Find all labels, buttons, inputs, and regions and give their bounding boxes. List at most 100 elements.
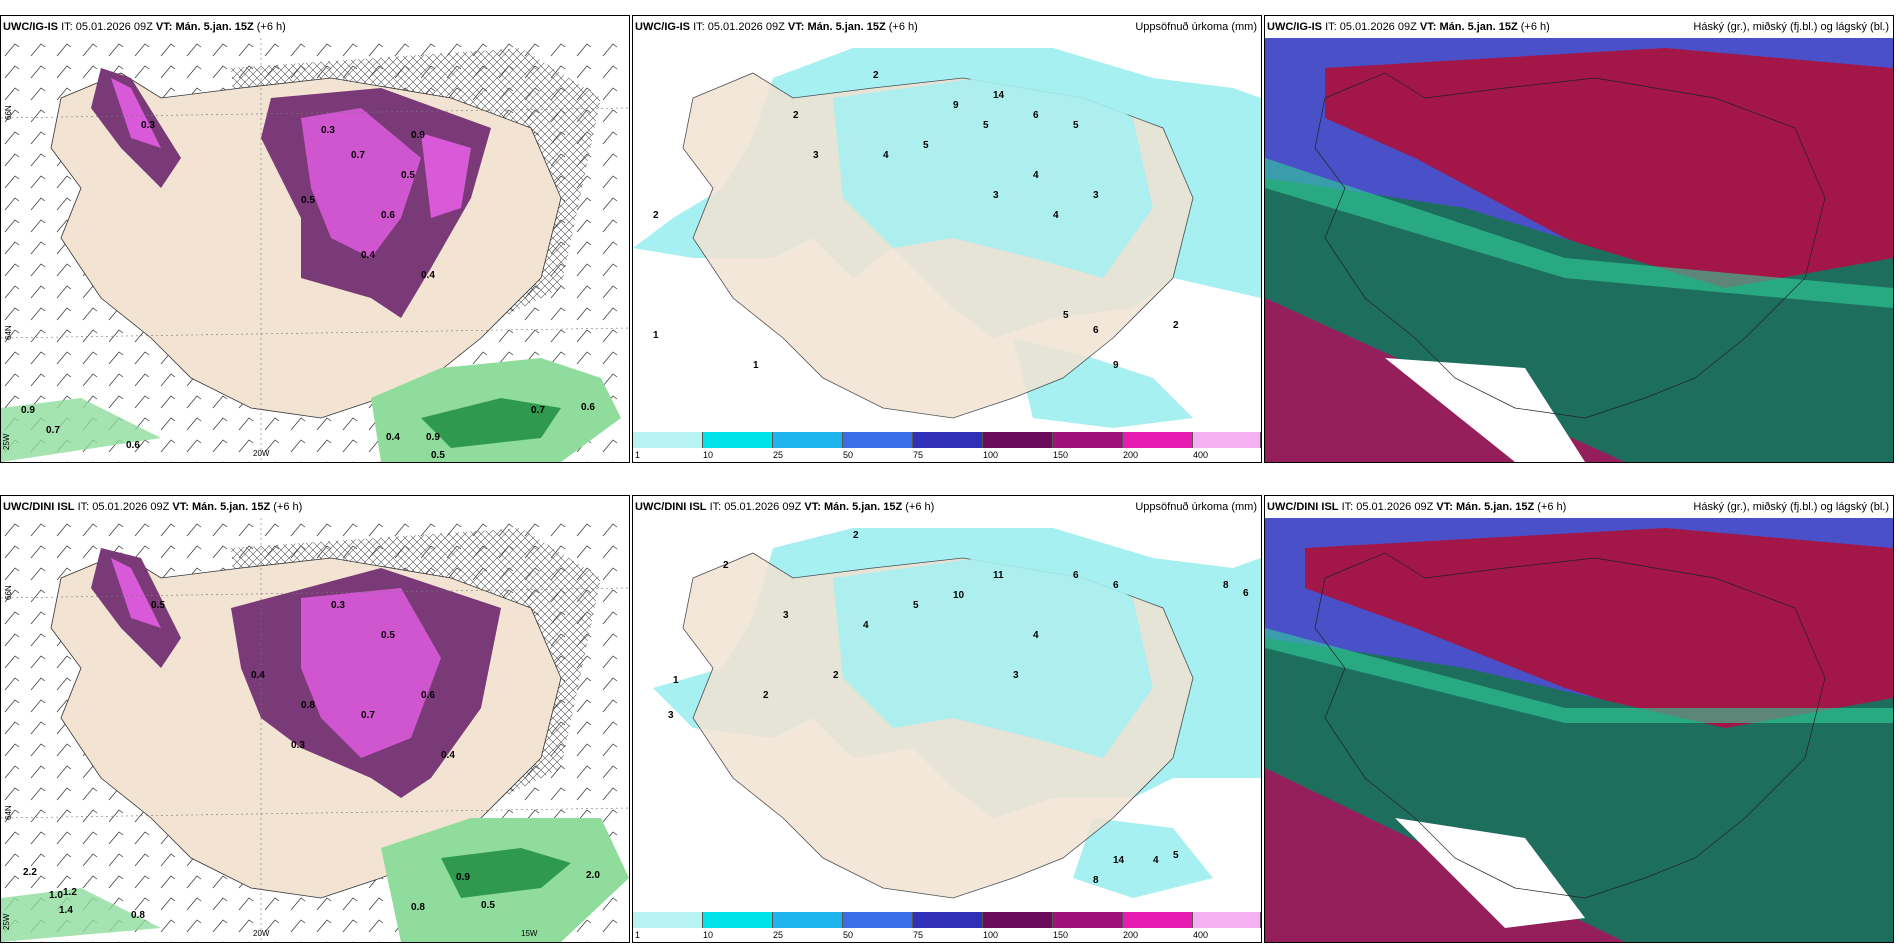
svg-text:5: 5 (983, 120, 989, 131)
svg-text:1: 1 (673, 675, 679, 686)
svg-text:11: 11 (993, 570, 1004, 581)
svg-text:64N: 64N (4, 805, 13, 820)
svg-text:1: 1 (753, 360, 759, 371)
svg-text:2.0: 2.0 (586, 870, 600, 881)
svg-text:1.0: 1.0 (49, 890, 63, 901)
lead-time: (+6 h) (1520, 21, 1550, 33)
svg-text:0.8: 0.8 (301, 700, 315, 711)
svg-text:4: 4 (1033, 170, 1039, 181)
svg-text:4: 4 (883, 150, 889, 161)
panel-precip-igis: UWC/IG-IS IT: 05.01.2026 09Z VT: Mán. 5.… (632, 15, 1262, 463)
svg-text:0.4: 0.4 (386, 432, 400, 443)
svg-text:6: 6 (1073, 570, 1079, 581)
svg-text:0.5: 0.5 (151, 600, 165, 611)
svg-text:3: 3 (1013, 670, 1019, 681)
svg-text:0.6: 0.6 (581, 402, 595, 413)
valid-time: Mán. 5.jan. 15Z (1439, 21, 1518, 33)
svg-text:4: 4 (1053, 210, 1059, 221)
svg-text:0.3: 0.3 (321, 125, 335, 136)
svg-text:0.4: 0.4 (361, 250, 375, 261)
model-name: UWC/IG-IS (3, 21, 58, 33)
panel-header: UWC/DINI ISL IT: 05.01.2026 09Z VT: Mán.… (1, 496, 629, 518)
panel-title: Uppsöfnuð úrkoma (mm) (1135, 501, 1257, 513)
init-time: 05.01.2026 09Z (75, 21, 153, 33)
valid-time: Mán. 5.jan. 15Z (1455, 501, 1535, 513)
svg-text:64N: 64N (4, 325, 13, 340)
svg-text:0.7: 0.7 (46, 425, 60, 436)
svg-text:0.4: 0.4 (441, 750, 455, 761)
svg-text:2: 2 (853, 530, 859, 541)
model-name: UWC/DINI ISL (3, 501, 75, 513)
valid-time: Mán. 5.jan. 15Z (175, 21, 254, 33)
panel-header: UWC/IG-IS IT: 05.01.2026 09Z VT: Mán. 5.… (633, 16, 1261, 38)
svg-text:0.4: 0.4 (421, 270, 435, 281)
svg-text:20W: 20W (253, 449, 270, 458)
precip-map: 2 2 3 4 5 5 9 14 6 5 4 3 3 4 2 1 1 2 6 5… (633, 48, 1261, 428)
svg-text:4: 4 (1033, 630, 1039, 641)
precip-map: 2 2 3 4 5 10 11 6 4 3 2 2 1 3 6 8 6 14 4… (653, 528, 1261, 899)
svg-text:3: 3 (783, 610, 789, 621)
svg-text:15W: 15W (521, 929, 538, 938)
valid-time: Mán. 5.jan. 15Z (807, 21, 886, 33)
model-name: UWC/IG-IS (1267, 21, 1322, 33)
svg-text:2.2: 2.2 (23, 867, 37, 878)
svg-text:2: 2 (763, 690, 769, 701)
cloud-map (1265, 518, 1893, 942)
svg-text:0.7: 0.7 (351, 150, 365, 161)
panel-header: UWC/DINI ISL IT: 05.01.2026 09Z VT: Mán.… (633, 496, 1261, 518)
svg-text:0.9: 0.9 (411, 130, 425, 141)
svg-text:6: 6 (1093, 325, 1099, 336)
svg-text:66N: 66N (4, 585, 13, 600)
model-name: UWC/DINI ISL (635, 501, 707, 513)
lead-time: (+6 h) (256, 21, 286, 33)
svg-text:2: 2 (873, 70, 879, 81)
svg-text:0.6: 0.6 (421, 690, 435, 701)
panel-snow-igis: UWC/IG-IS IT: 05.01.2026 09Z VT: Mán. 5.… (0, 15, 630, 463)
panel-clouds-dini: UWC/DINI ISL IT: 05.01.2026 09Z VT: Mán.… (1264, 495, 1894, 943)
svg-text:0.9: 0.9 (456, 872, 470, 883)
svg-text:0.5: 0.5 (301, 195, 315, 206)
init-time: 05.01.2026 09Z (1339, 21, 1417, 33)
svg-text:0.3: 0.3 (141, 120, 155, 131)
svg-text:2: 2 (723, 560, 729, 571)
svg-text:0.3: 0.3 (291, 740, 305, 751)
svg-text:0.4: 0.4 (251, 670, 265, 681)
svg-text:25W: 25W (2, 913, 11, 930)
model-name: UWC/IG-IS (635, 21, 690, 33)
panel-header: UWC/IG-IS IT: 05.01.2026 09Z VT: Mán. 5.… (1, 16, 629, 38)
svg-text:5: 5 (1173, 850, 1179, 861)
svg-text:3: 3 (993, 190, 999, 201)
svg-text:2: 2 (1173, 320, 1179, 331)
panel-header: UWC/IG-IS IT: 05.01.2026 09Z VT: Mán. 5.… (1265, 16, 1893, 38)
svg-text:0.6: 0.6 (381, 210, 395, 221)
svg-text:0.6: 0.6 (126, 440, 140, 451)
lead-time: (+6 h) (273, 501, 303, 513)
snow-map: 66N 64N 20W 25W 15W 0.3 0.5 0.4 0.6 0.8 … (1, 518, 629, 942)
panel-title: Uppsöfnuð úrkoma (mm) (1135, 21, 1257, 33)
panel-snow-dini: UWC/DINI ISL IT: 05.01.2026 09Z VT: Mán.… (0, 495, 630, 943)
svg-text:8: 8 (1093, 875, 1099, 886)
svg-text:0.7: 0.7 (361, 710, 375, 721)
cloud-map (1265, 38, 1893, 462)
svg-text:8: 8 (1223, 580, 1229, 591)
lead-time: (+6 h) (905, 501, 935, 513)
panel-title: Háský (gr.), miðský (fj.bl.) og lágský (… (1693, 21, 1889, 33)
snow-map: 66N 64N 20W 25W 0.3 0.5 0.7 0.9 0.5 0.4 … (1, 38, 629, 462)
svg-text:3: 3 (668, 710, 674, 721)
svg-text:2: 2 (653, 210, 659, 221)
svg-text:9: 9 (1113, 360, 1119, 371)
svg-text:3: 3 (1093, 190, 1099, 201)
svg-text:0.8: 0.8 (131, 910, 145, 921)
svg-text:14: 14 (993, 90, 1005, 101)
panel-title: Háský (gr.), miðský (fj.bl.) og lágský (… (1693, 501, 1889, 513)
valid-time: Mán. 5.jan. 15Z (823, 501, 903, 513)
svg-text:10: 10 (953, 590, 965, 601)
panel-header: UWC/DINI ISL IT: 05.01.2026 09Z VT: Mán.… (1265, 496, 1893, 518)
precip-legend: 1 10 25 50 75 100 150 200 400 (633, 912, 1261, 942)
svg-text:5: 5 (923, 140, 929, 151)
svg-text:2: 2 (793, 110, 799, 121)
svg-text:25W: 25W (2, 433, 11, 450)
svg-text:2: 2 (833, 670, 839, 681)
svg-text:20W: 20W (253, 929, 270, 938)
svg-text:0.5: 0.5 (431, 450, 445, 461)
